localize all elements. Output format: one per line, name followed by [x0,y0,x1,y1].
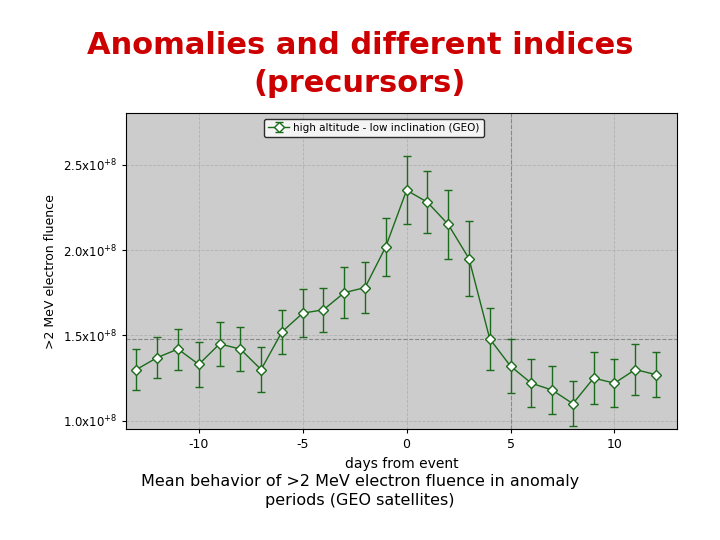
Legend: high altitude - low inclination (GEO): high altitude - low inclination (GEO) [264,119,484,137]
Y-axis label: >2 MeV electron fluence: >2 MeV electron fluence [44,194,57,349]
Text: (precursors): (precursors) [254,69,466,98]
Text: Mean behavior of >2 MeV electron fluence in anomaly
periods (GEO satellites): Mean behavior of >2 MeV electron fluence… [141,474,579,509]
Text: Anomalies and different indices: Anomalies and different indices [86,31,634,60]
X-axis label: days from event: days from event [345,457,458,471]
